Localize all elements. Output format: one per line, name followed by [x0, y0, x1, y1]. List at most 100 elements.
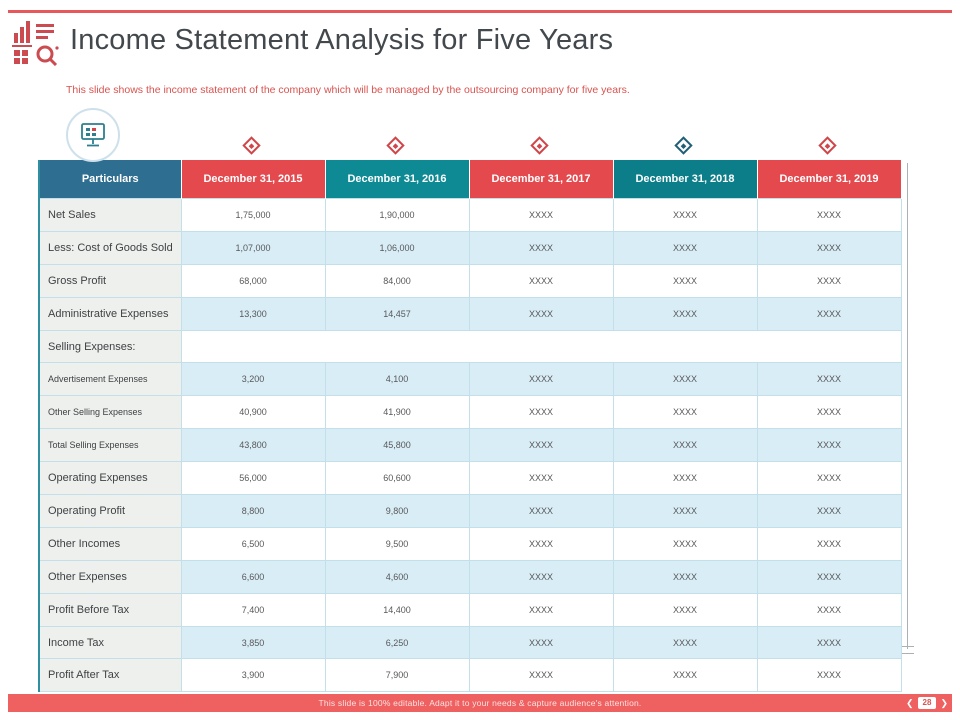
table-row: Net Sales 1,75,000 1,90,000 XXXX XXXX XXXX [38, 198, 902, 232]
cell-value: XXXX [612, 494, 758, 528]
cell-value: XXXX [756, 198, 902, 232]
cell-value: XXXX [612, 559, 758, 594]
cell-value: 14,400 [324, 592, 470, 627]
cell-value: XXXX [468, 494, 614, 528]
right-decor-line [907, 163, 908, 649]
cell-value: 6,600 [180, 559, 326, 594]
cell-value: 6,250 [324, 625, 470, 660]
row-label: Operating Profit [38, 494, 182, 528]
cell-value: 84,000 [324, 263, 470, 298]
row-label: Net Sales [38, 198, 182, 232]
cell-value: XXXX [756, 263, 902, 298]
decor-tick [901, 653, 914, 654]
row-label: Profit After Tax [38, 658, 182, 693]
footer-bar: This slide is 100% editable. Adapt it to… [8, 694, 952, 712]
cell-value: XXXX [468, 559, 614, 594]
cell-value: XXXX [756, 494, 902, 528]
cell-value: 6,500 [180, 526, 326, 561]
cell-value: 3,200 [180, 362, 326, 397]
cell-value: XXXX [756, 625, 902, 660]
cell-value: XXXX [468, 461, 614, 496]
cell-value: XXXX [756, 461, 902, 496]
cell-value: 3,850 [180, 625, 326, 660]
cell-value: XXXX [612, 296, 758, 331]
table-badge-circle [66, 108, 120, 162]
table-row: Administrative Expenses 13,300 14,457 XXXX X… [38, 296, 902, 331]
table-body: Net Sales 1,75,000 1,90,000 XXXX XXXX XXXX Les… [38, 198, 902, 693]
table-header-date: December 31, 2017 [469, 160, 614, 199]
table-header-particulars: Particulars [39, 160, 182, 199]
cell-value: 7,900 [324, 658, 470, 693]
cell-value: 3,900 [180, 658, 326, 693]
row-label: Advertisement Expenses [38, 362, 182, 397]
table-row: Operating Expenses 56,000 60,600 XXXX XXXX XX… [38, 461, 902, 496]
cell-value: 1,07,000 [180, 230, 326, 265]
table-header-date: December 31, 2015 [181, 160, 326, 199]
cell-value: XXXX [468, 362, 614, 397]
cell-value: 1,75,000 [180, 198, 326, 232]
income-statement-table-wrap: Particulars December 31, 2015 December 31,… [38, 160, 902, 693]
cell-value: XXXX [756, 592, 902, 627]
cell-value: 9,800 [324, 494, 470, 528]
cell-value: 4,600 [324, 559, 470, 594]
slide-subtitle: This slide shows the income statement of… [66, 84, 630, 96]
row-label: Administrative Expenses [38, 296, 182, 331]
cell-value: XXXX [468, 428, 614, 463]
row-label: Selling Expenses: [38, 329, 182, 364]
table-row: Total Selling Expenses 43,800 45,800 XXXX XX… [38, 428, 902, 463]
cell-value: XXXX [756, 362, 902, 397]
column-diamond-icon [242, 136, 261, 155]
page-title: Income Statement Analysis for Five Years [70, 24, 614, 56]
table-row: Profit Before Tax 7,400 14,400 XXXX XXXX XXXX [38, 592, 902, 627]
prev-slide-icon[interactable]: ❮ [906, 698, 914, 708]
row-label: Income Tax [38, 625, 182, 660]
table-row: Operating Profit 8,800 9,800 XXXX XXXX XXXX [38, 494, 902, 528]
next-slide-icon[interactable]: ❯ [940, 698, 948, 708]
cell-value: XXXX [612, 263, 758, 298]
cell-value: 1,90,000 [324, 198, 470, 232]
table-header-date: December 31, 2018 [613, 160, 758, 199]
cell-value: XXXX [468, 395, 614, 430]
cell-value: 14,457 [324, 296, 470, 331]
cell-value: XXXX [468, 263, 614, 298]
cell-value: XXXX [756, 559, 902, 594]
cell-value: XXXX [756, 296, 902, 331]
cell-value: 13,300 [180, 296, 326, 331]
cell-value: 9,500 [324, 526, 470, 561]
table-row: Selling Expenses: [38, 329, 902, 364]
table-row: Other Selling Expenses 40,900 41,900 XXXX XX… [38, 395, 902, 430]
table-row: Advertisement Expenses 3,200 4,100 XXXX XXXX… [38, 362, 902, 397]
income-table: Particulars December 31, 2015 December 31,… [38, 160, 902, 693]
cell-value: XXXX [612, 230, 758, 265]
cell-value: 43,800 [180, 428, 326, 463]
cell-value: XXXX [612, 362, 758, 397]
table-row: Other Incomes 6,500 9,500 XXXX XXXX XXXX [38, 526, 902, 561]
analytics-logo-icon [12, 21, 59, 66]
table-header-date: December 31, 2019 [757, 160, 902, 199]
table-row: Other Expenses 6,600 4,600 XXXX XXXX XXXX [38, 559, 902, 594]
cell-value: XXXX [468, 625, 614, 660]
row-label: Profit Before Tax [38, 592, 182, 627]
table-row: Gross Profit 68,000 84,000 XXXX XXXX XXXX [38, 263, 902, 298]
row-label: Other Selling Expenses [38, 395, 182, 430]
pager: ❮ 28 ❯ [906, 696, 948, 710]
cell-value: XXXX [612, 395, 758, 430]
table-row: Profit After Tax 3,900 7,900 XXXX XXXX XXXX [38, 658, 902, 693]
cell-value: 1,06,000 [324, 230, 470, 265]
column-diamond-icon [530, 136, 549, 155]
table-row: Less: Cost of Goods Sold 1,07,000 1,06,000… [38, 230, 902, 265]
cell-value: XXXX [612, 428, 758, 463]
table-row: Income Tax 3,850 6,250 XXXX XXXX XXXX [38, 625, 902, 660]
row-label: Other Incomes [38, 526, 182, 561]
cell-value: 56,000 [180, 461, 326, 496]
merged-empty-cell [180, 329, 902, 364]
column-diamond-icon [386, 136, 405, 155]
cell-value: XXXX [468, 296, 614, 331]
cell-value: 68,000 [180, 263, 326, 298]
cell-value: XXXX [468, 198, 614, 232]
decor-tick [901, 646, 914, 647]
cell-value: 41,900 [324, 395, 470, 430]
cell-value: XXXX [756, 658, 902, 693]
table-head: Particulars December 31, 2015 December 31,… [39, 160, 902, 199]
